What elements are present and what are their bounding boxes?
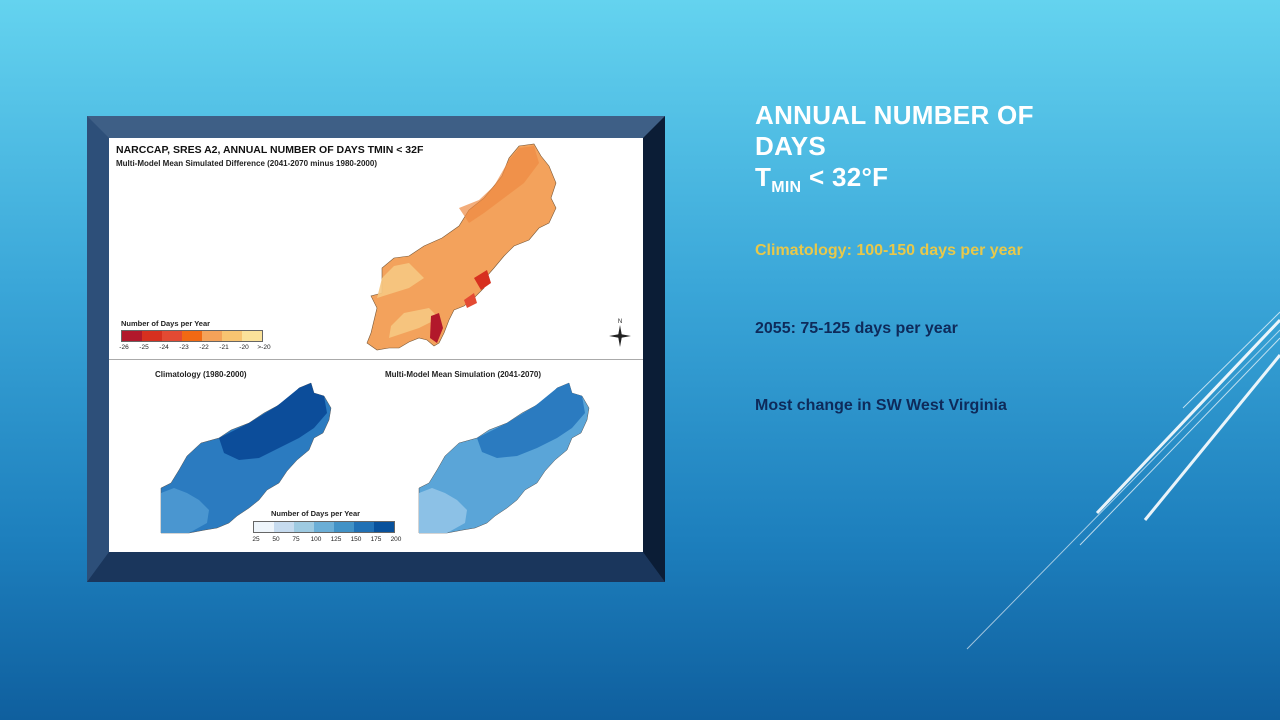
title-subscript: MIN xyxy=(771,179,802,196)
bottom-legend-tick: 25 xyxy=(252,536,260,543)
climatology-maps xyxy=(160,382,590,534)
top-legend-tick: -20 xyxy=(239,344,249,351)
bottom-legend-swatch xyxy=(294,522,314,532)
top-legend-tick: -21 xyxy=(219,344,229,351)
bottom-legend-tick: 150 xyxy=(350,536,362,543)
projection-text: 2055: 75-125 days per year xyxy=(755,320,958,337)
top-legend-swatches xyxy=(121,330,263,342)
difference-map xyxy=(366,143,557,351)
change-location-text: Most change in SW West Virginia xyxy=(755,397,1007,414)
top-legend-swatch xyxy=(222,331,242,341)
slide-title: Annual Number of Days TMIN < 32°F xyxy=(755,100,1175,203)
bottom-legend-swatch xyxy=(254,522,274,532)
map-subtitle: Multi-Model Mean Simulated Difference (2… xyxy=(116,159,377,168)
simulation-panel-title: Multi-Model Mean Simulation (2041-2070) xyxy=(385,370,542,379)
climatology-text: Climatology: 100-150 days per year xyxy=(755,242,1023,259)
panel-divider xyxy=(109,359,643,360)
top-legend-swatch xyxy=(162,331,182,341)
title-line-1: Annual Number of xyxy=(755,100,1034,130)
top-legend-ticks: -26 -25 -24 -23 -22 -21 -20 >-20 xyxy=(114,344,274,351)
top-legend-tick: -25 xyxy=(139,344,149,351)
top-legend-title: Number of Days per Year xyxy=(121,319,211,328)
top-legend-tick: -24 xyxy=(159,344,169,351)
top-legend-swatch xyxy=(142,331,162,341)
bottom-legend-tick: 50 xyxy=(272,536,280,543)
map-title: NARCCAP, SRES A2, ANNUAL NUMBER OF DAYS … xyxy=(116,144,424,156)
title-line-3: TMIN < 32°F xyxy=(755,162,1175,203)
top-legend-tick: >-20 xyxy=(257,344,271,351)
top-legend-tick: -26 xyxy=(119,344,129,351)
title-t: T xyxy=(755,162,772,192)
bottom-legend-title: Number of Days per Year xyxy=(271,509,361,518)
figure-frame: NARCCAP, SRES A2, ANNUAL NUMBER OF DAYS … xyxy=(87,116,665,582)
top-legend-swatch xyxy=(242,331,262,341)
bottom-legend-tick: 125 xyxy=(330,536,342,543)
title-tail: < 32°F xyxy=(801,162,889,192)
bottom-legend-ticks: 25 50 75 100 125 150 175 200 xyxy=(246,536,406,543)
bottom-legend-tick: 100 xyxy=(310,536,322,543)
figure-canvas: NARCCAP, SRES A2, ANNUAL NUMBER OF DAYS … xyxy=(109,138,643,552)
bottom-legend-swatch xyxy=(374,522,394,532)
top-legend-tick: -23 xyxy=(179,344,189,351)
bottom-legend-swatch xyxy=(314,522,334,532)
compass-label: N xyxy=(618,319,622,325)
bottom-legend-swatches xyxy=(253,521,395,533)
climatology-panel-title: Climatology (1980-2000) xyxy=(155,370,247,379)
bottom-legend-tick: 175 xyxy=(370,536,382,543)
title-line-2: Days xyxy=(755,131,827,161)
north-arrow-icon: N xyxy=(609,319,631,347)
bottom-legend-tick: 75 xyxy=(292,536,300,543)
bottom-legend-swatch xyxy=(334,522,354,532)
top-legend-swatch xyxy=(122,331,142,341)
top-legend-tick: -22 xyxy=(199,344,209,351)
bottom-legend-tick: 200 xyxy=(390,536,402,543)
top-legend-swatch xyxy=(182,331,202,341)
bottom-legend-swatch xyxy=(274,522,294,532)
top-legend-swatch xyxy=(202,331,222,341)
bottom-legend-swatch xyxy=(354,522,374,532)
